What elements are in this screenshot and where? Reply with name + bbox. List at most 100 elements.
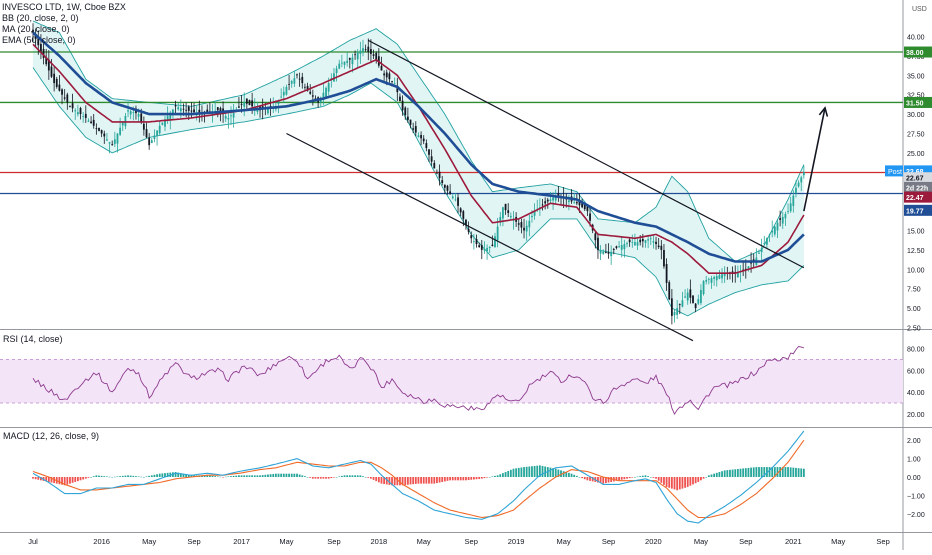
candle-body [578, 201, 581, 206]
price-tick-label: 40.00 [907, 35, 925, 42]
candle-body [185, 109, 188, 111]
candle-body [34, 36, 37, 39]
macd-histogram-bar [697, 477, 700, 482]
candle-body [206, 109, 209, 113]
candle-body [597, 237, 599, 250]
candle-body [776, 222, 779, 231]
price-tick-label: 32.50 [907, 93, 925, 100]
macd-histogram-bar [744, 468, 747, 477]
candle-body [404, 107, 407, 116]
candle-body [375, 52, 378, 61]
macd-histogram-bar [84, 477, 87, 479]
macd-histogram-bar [528, 466, 531, 477]
candle-body [359, 50, 362, 54]
macd-tick-label: 2.00 [907, 438, 921, 445]
macd-line [32, 430, 805, 524]
candle-body [502, 207, 504, 219]
candle-body [351, 57, 354, 65]
candle-body [140, 113, 143, 122]
ema50-line [32, 31, 805, 263]
macd-histogram-bar [552, 468, 554, 477]
candle-body [763, 243, 766, 244]
price-legend: INVESCO LTD, 1W, Cboe BZX BB (20, close,… [2, 2, 126, 46]
macd-histogram-bar [267, 474, 269, 477]
candle-body [710, 278, 713, 283]
candle-body [367, 46, 370, 53]
candle-body [277, 101, 280, 105]
candle-body [69, 105, 71, 107]
candle-body [172, 109, 174, 115]
macd-histogram-bar [718, 472, 721, 477]
candle-body [304, 86, 306, 88]
candle-body [76, 112, 79, 115]
candle-body [670, 298, 673, 316]
macd-histogram-bar [586, 477, 589, 481]
macd-histogram-bar [100, 475, 103, 477]
macd-histogram-bar [63, 477, 66, 486]
macd-histogram-bar [623, 477, 626, 480]
macd-histogram-bar [634, 477, 636, 478]
macd-histogram-bar [491, 476, 494, 477]
candle-body [393, 83, 396, 84]
macd-histogram-bar [678, 477, 681, 490]
time-axis-label: Jul [28, 537, 38, 546]
macd-histogram-bar [296, 473, 298, 477]
candle-body [795, 187, 797, 194]
legend-bb: BB (20, close, 2, 0) [2, 13, 79, 23]
macd-histogram-bar [663, 477, 665, 485]
candle-body [245, 98, 248, 104]
price-tick-label: 35.00 [907, 73, 925, 80]
candle-body [568, 200, 570, 203]
macd-histogram-bar [174, 472, 177, 477]
legend-ema: EMA (50, close, 0) [2, 35, 76, 45]
macd-histogram-bar [393, 477, 396, 486]
candle-body [238, 106, 240, 108]
candle-body [150, 140, 153, 144]
macd-histogram-bar [208, 475, 211, 477]
candle-body [475, 238, 478, 245]
macd-histogram-bar [665, 477, 668, 487]
macd-histogram-bar [87, 477, 90, 478]
macd-histogram-bar [655, 477, 657, 479]
candle-body [40, 44, 42, 52]
macd-histogram-bar [451, 477, 454, 481]
candle-body [248, 100, 251, 106]
candle-body [298, 78, 301, 80]
macd-histogram-bar [789, 467, 792, 477]
candle-body [285, 86, 288, 95]
candle-body [37, 36, 40, 46]
macd-histogram-bar [467, 477, 470, 481]
price-tick-label: 12.50 [907, 248, 925, 255]
macd-histogram-bar [628, 477, 631, 479]
candle-body [63, 97, 66, 99]
macd-histogram-bar [304, 476, 306, 477]
macd-histogram-bar [399, 477, 401, 486]
macd-histogram-bar [494, 475, 496, 477]
price-badge-label: 22.67 [906, 176, 924, 183]
candle-body [119, 127, 122, 135]
price-tick-label: 5.00 [907, 306, 921, 313]
candle-body [32, 29, 34, 33]
macd-histogram-bar [327, 477, 330, 479]
candle-body [626, 243, 628, 245]
macd-histogram-bar [346, 475, 349, 477]
price-tick-label: 30.00 [907, 112, 925, 119]
candle-body [425, 143, 428, 149]
macd-histogram-bar [660, 477, 663, 483]
time-axis-label: 2021 [785, 537, 802, 546]
macd-histogram-bar [554, 468, 557, 477]
macd-histogram-bar [742, 468, 745, 477]
macd-histogram-bar [359, 475, 362, 477]
bollinger-fill [33, 21, 804, 316]
candle-body [525, 225, 528, 232]
macd-histogram-bar [245, 475, 248, 477]
candle-body [541, 204, 544, 206]
candle-body [802, 172, 805, 176]
macd-histogram-bar [499, 474, 502, 477]
candle-body [98, 128, 100, 131]
macd-tick-label: 0.00 [907, 475, 921, 482]
macd-histogram-bar [335, 477, 338, 478]
candle-body [156, 130, 158, 136]
